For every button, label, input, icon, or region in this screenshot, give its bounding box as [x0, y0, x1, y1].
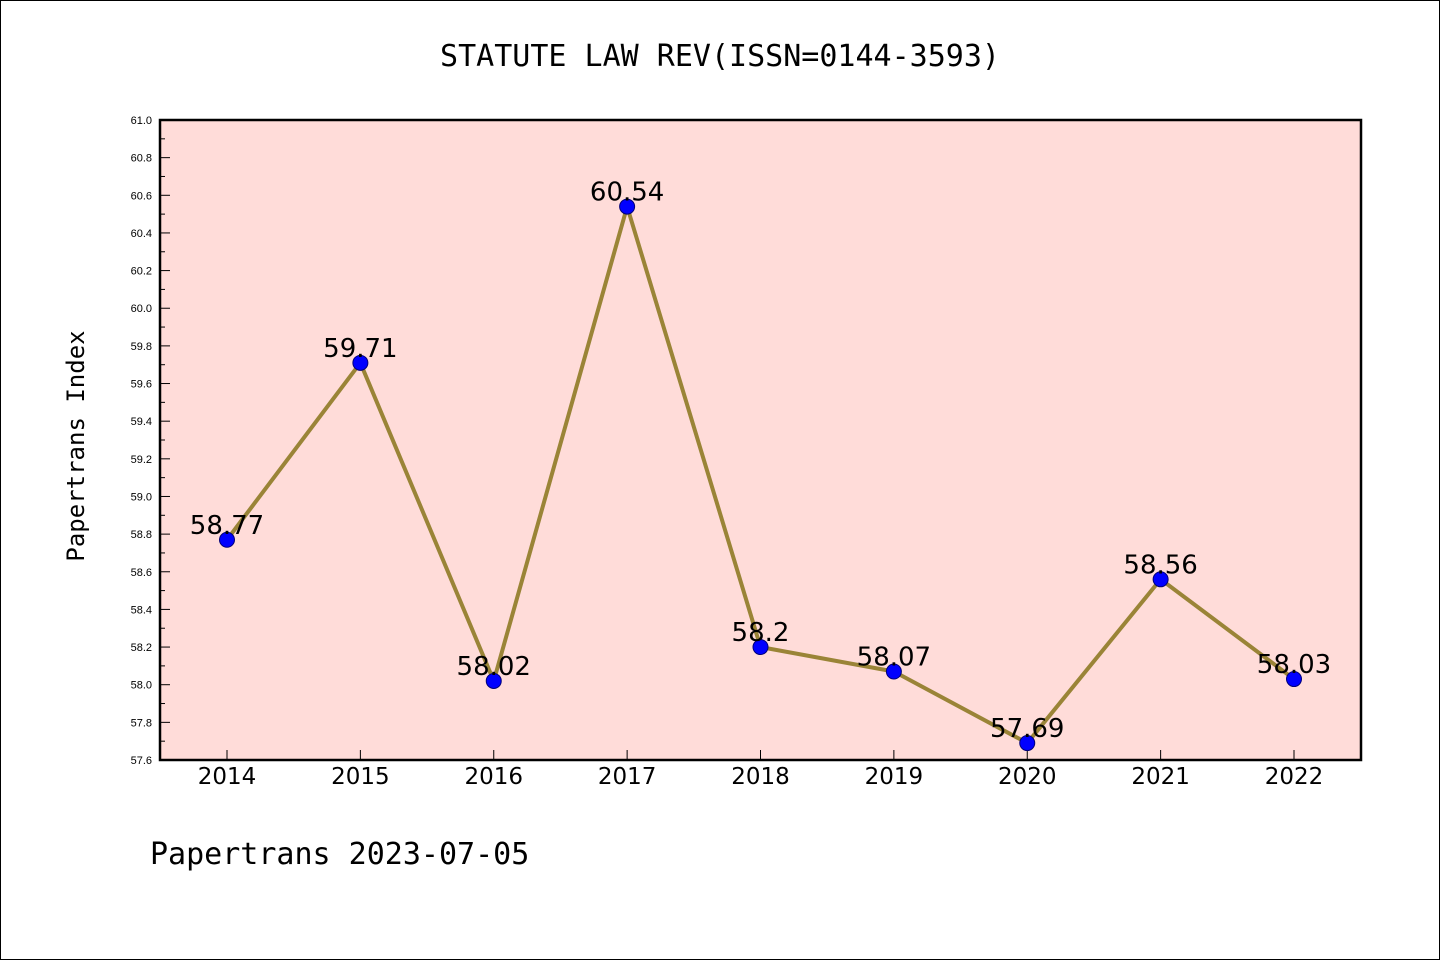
y-tick-label: 60.8 [131, 153, 152, 165]
footer-text: Papertrans 2023-07-05 [150, 837, 529, 872]
x-tick-label: 2019 [865, 764, 924, 790]
y-tick-label: 59.2 [131, 454, 152, 466]
y-tick-label: 58.4 [131, 604, 152, 616]
x-tick-label: 2017 [598, 764, 657, 790]
y-tick-label: 60.4 [131, 228, 152, 240]
y-tick-label: 60.2 [131, 266, 152, 278]
data-point [1152, 571, 1169, 588]
y-tick-label: 58.0 [131, 680, 152, 692]
y-tick-label: 59.8 [131, 341, 152, 353]
data-label: 58.02 [457, 652, 531, 682]
y-tick-label: 60.0 [131, 303, 152, 315]
x-axis: 2014 2015 2016 2017 2018 2019 2020 2021 2022 [198, 750, 1324, 790]
data-label: 58.03 [1257, 650, 1331, 680]
data-label: 58.77 [190, 511, 264, 541]
x-tick-label: 2022 [1265, 764, 1324, 790]
y-tick-label: 61.0 [131, 115, 152, 127]
plot-border [158, 118, 1363, 762]
data-label: 60.54 [590, 178, 664, 208]
y-tick-label: 60.6 [131, 190, 152, 202]
data-point [619, 198, 636, 215]
x-tick-label: 2014 [198, 764, 257, 790]
x-tick-label: 2020 [998, 764, 1057, 790]
y-tick-label: 57.8 [131, 717, 152, 729]
y-tick-label: 58.6 [131, 567, 152, 579]
y-axis-label: Papertrans Index [62, 330, 90, 561]
x-tick-label: 2018 [731, 764, 790, 790]
data-point [885, 663, 902, 680]
data-point [485, 672, 502, 689]
data-label: 57.69 [990, 714, 1064, 744]
x-tick-label: 2016 [464, 764, 523, 790]
y-tick-label: 59.4 [131, 416, 152, 428]
y-tick-label: 57.6 [131, 755, 152, 767]
data-label: 58.56 [1123, 550, 1197, 580]
y-tick-label: 58.2 [131, 642, 152, 654]
data-label: 58.07 [857, 643, 931, 673]
data-point [752, 639, 769, 656]
data-point [352, 354, 369, 371]
series-line [219, 198, 1302, 752]
chart-title: STATUTE LAW REV(ISSN=0144-3593) [440, 39, 1000, 74]
data-point [219, 531, 235, 548]
data-point [1286, 671, 1302, 688]
y-tick-label: 58.8 [131, 529, 152, 541]
y-axis: 57.6 57.8 58.0 58.2 58.4 58.6 58.8 59.0 59.2 59.4… [131, 115, 170, 767]
data-label: 58.2 [732, 618, 790, 648]
y-tick-label: 59.0 [131, 491, 152, 503]
data-labels: 58.77 59.71 58.02 60.54 58.2 58.07 57.69 58.56 5… [190, 178, 1331, 744]
plot-area [160, 120, 1361, 760]
x-tick-label: 2015 [331, 764, 390, 790]
x-tick-label: 2021 [1131, 764, 1190, 790]
data-label: 59.71 [323, 334, 397, 364]
y-tick-label: 59.6 [131, 379, 152, 391]
data-point [1019, 735, 1036, 752]
